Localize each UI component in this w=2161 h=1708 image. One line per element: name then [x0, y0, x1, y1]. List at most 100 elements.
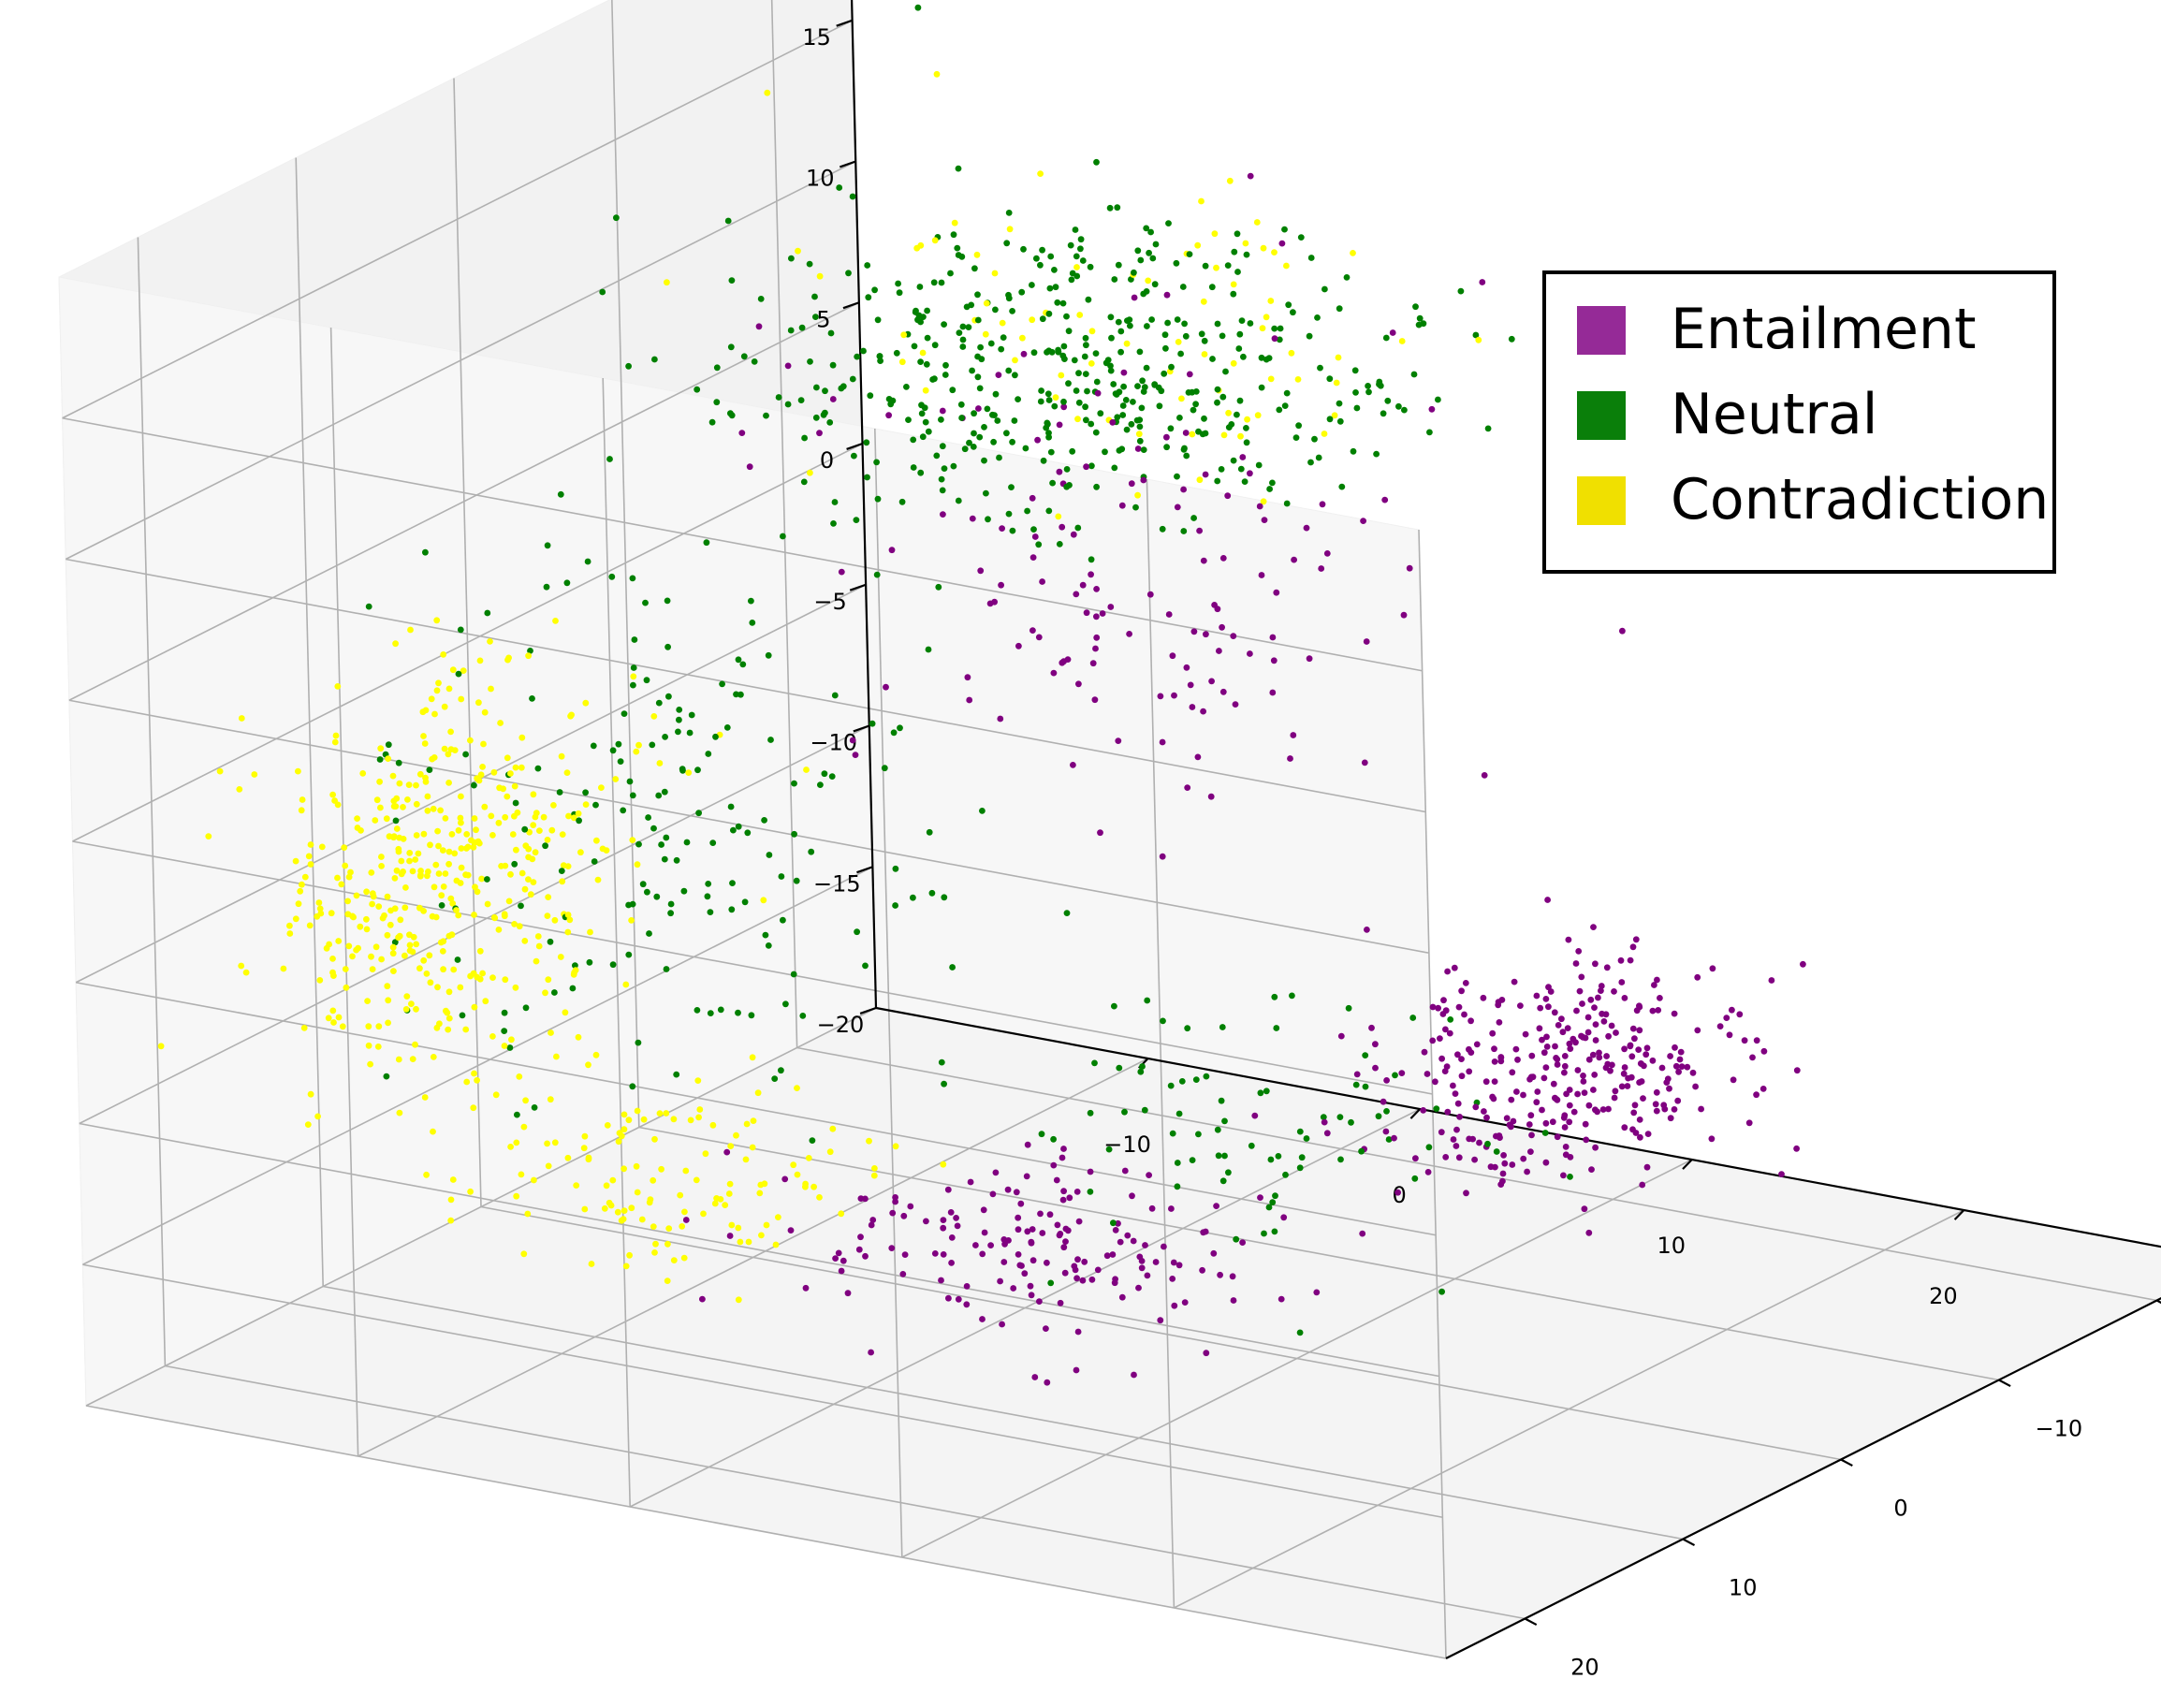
point-neutral	[422, 548, 429, 556]
point-neutral	[1282, 1171, 1289, 1178]
point-contradiction	[490, 768, 498, 776]
point-neutral	[703, 539, 710, 547]
point-entailment	[998, 581, 1004, 589]
point-contradiction	[423, 971, 431, 977]
point-neutral	[1046, 285, 1054, 292]
point-entailment	[1219, 688, 1227, 695]
point-entailment	[1458, 1073, 1466, 1080]
point-contradiction	[474, 888, 481, 896]
point-contradiction	[378, 956, 385, 963]
point-entailment	[980, 1206, 987, 1214]
point-entailment	[940, 511, 946, 518]
point-entailment	[1542, 996, 1550, 1002]
point-neutral	[1192, 401, 1199, 408]
point-entailment	[832, 1255, 839, 1262]
point-neutral	[1169, 1130, 1176, 1137]
point-entailment	[1029, 554, 1037, 561]
point-contradiction	[402, 1006, 410, 1013]
point-neutral	[897, 724, 903, 732]
point-neutral	[748, 1012, 755, 1019]
point-contradiction	[1294, 376, 1302, 383]
point-contradiction	[442, 815, 449, 822]
point-neutral	[798, 324, 806, 331]
point-entailment	[1146, 591, 1154, 598]
point-entailment	[1629, 1126, 1636, 1133]
point-neutral	[501, 1028, 508, 1034]
point-neutral	[1022, 445, 1029, 452]
point-entailment	[900, 1212, 908, 1219]
point-entailment	[1455, 1003, 1463, 1011]
point-entailment	[1428, 405, 1436, 413]
point-neutral	[1051, 402, 1059, 410]
point-entailment	[1368, 1024, 1375, 1031]
point-neutral	[992, 390, 1000, 398]
point-contradiction	[389, 943, 397, 951]
point-neutral	[822, 387, 828, 395]
point-neutral	[809, 1137, 816, 1144]
x-tick-mark	[1953, 1209, 1965, 1220]
point-neutral	[1160, 1017, 1166, 1025]
point-contradiction	[1271, 249, 1278, 255]
point-neutral	[1143, 225, 1150, 232]
point-neutral	[1009, 438, 1015, 445]
point-contradiction	[577, 849, 584, 856]
point-contradiction	[501, 1043, 508, 1049]
point-contradiction	[420, 908, 427, 914]
point-contradiction	[603, 1182, 610, 1190]
point-contradiction	[743, 1120, 751, 1128]
point-entailment	[1674, 1097, 1682, 1104]
point-neutral	[606, 456, 613, 462]
point-entailment	[1603, 964, 1611, 971]
point-entailment	[1291, 556, 1297, 563]
point-entailment	[1129, 1192, 1135, 1200]
point-neutral	[1201, 337, 1208, 344]
point-neutral	[881, 765, 888, 772]
point-entailment	[1745, 1119, 1753, 1127]
point-entailment	[1165, 611, 1173, 618]
point-neutral	[1084, 387, 1090, 395]
point-neutral	[1233, 1235, 1240, 1243]
point-neutral	[996, 454, 1002, 461]
z-tick-label: −5	[813, 589, 846, 615]
point-entailment	[1480, 994, 1487, 1001]
point-neutral	[867, 392, 874, 400]
point-neutral	[1508, 335, 1515, 343]
point-entailment	[1421, 1048, 1428, 1056]
point-contradiction	[502, 813, 509, 821]
point-entailment	[1389, 329, 1396, 336]
grid-lines	[62, 0, 2161, 1659]
point-neutral	[1351, 367, 1359, 374]
point-contradiction	[805, 1155, 812, 1161]
point-neutral	[1165, 220, 1172, 227]
point-entailment	[1539, 1106, 1545, 1114]
x-tick-label: −10	[1103, 1131, 1151, 1158]
point-neutral	[376, 756, 384, 763]
point-entailment	[1394, 1189, 1401, 1196]
point-neutral	[1128, 420, 1135, 428]
point-neutral	[1137, 1068, 1145, 1075]
point-contradiction	[609, 1176, 617, 1184]
point-entailment	[1412, 1155, 1419, 1162]
point-entailment	[816, 430, 823, 437]
point-entailment	[1580, 1073, 1586, 1079]
point-neutral	[1190, 406, 1197, 414]
point-entailment	[1075, 680, 1082, 688]
point-entailment	[1566, 1040, 1573, 1047]
point-contradiction	[640, 1116, 648, 1123]
point-neutral	[744, 829, 752, 837]
point-entailment	[1187, 681, 1194, 689]
point-neutral	[1292, 434, 1300, 441]
point-neutral	[994, 417, 1001, 424]
point-contradiction	[1135, 431, 1143, 438]
legend-label-entailment: Entailment	[1671, 297, 1976, 362]
point-entailment	[1247, 650, 1253, 657]
point-contradiction	[417, 868, 424, 874]
point-contradiction	[664, 279, 670, 286]
point-entailment	[1444, 1108, 1452, 1116]
point-entailment	[1429, 1003, 1437, 1011]
point-neutral	[1185, 389, 1192, 396]
point-neutral	[730, 826, 737, 834]
point-neutral	[694, 766, 701, 774]
point-neutral	[649, 741, 656, 749]
